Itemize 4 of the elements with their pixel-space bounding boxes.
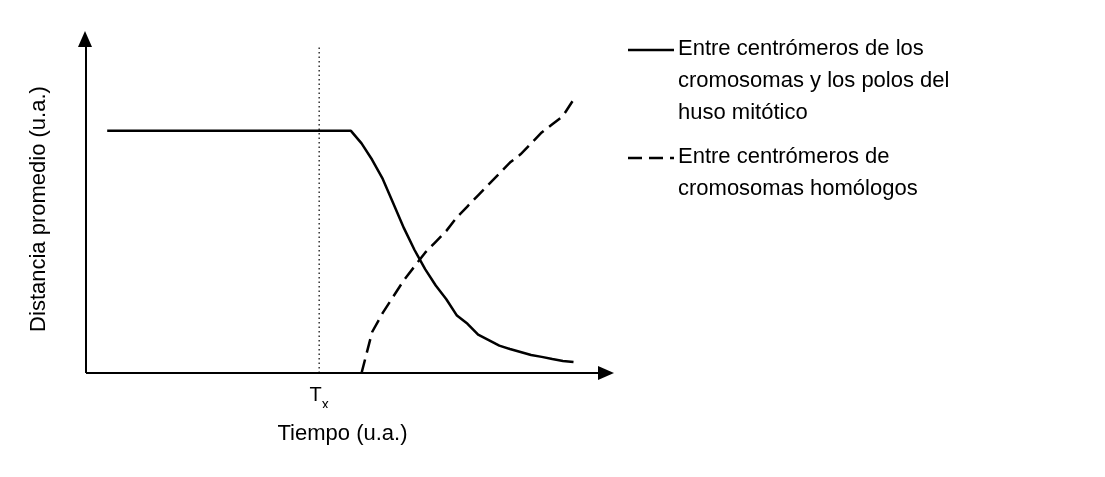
y-axis-title: Distancia promedio (u.a.) (25, 86, 51, 332)
x-axis-title: Tiempo (u.a.) (276, 420, 409, 446)
legend-label: Entre centrómeros de los cromosomas y los polos del huso mitótico (678, 34, 951, 126)
legend-label: Entre centrómeros de cromosomas homólogos (678, 142, 919, 202)
